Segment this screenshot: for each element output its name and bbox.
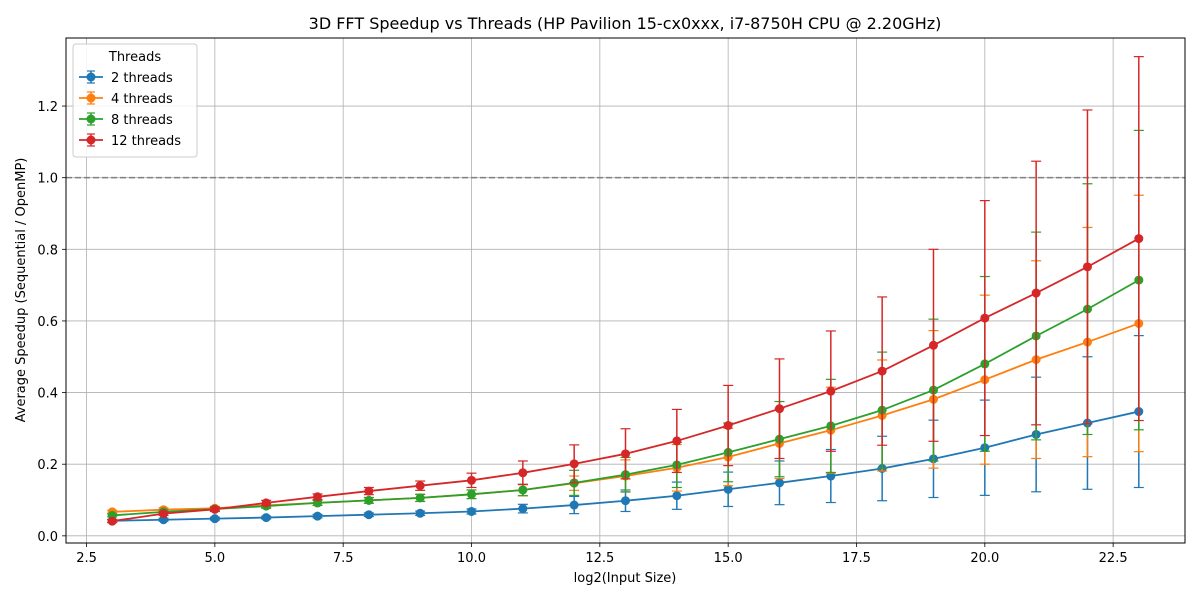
legend-swatch-marker	[86, 114, 96, 124]
x-tick-label: 15.0	[714, 551, 743, 566]
data-point	[980, 313, 990, 323]
x-tick-label: 5.0	[205, 551, 226, 566]
data-point	[723, 421, 733, 431]
data-point	[159, 509, 169, 519]
y-tick-label: 1.0	[37, 172, 58, 187]
legend-box	[72, 43, 198, 158]
x-tick-label: 17.5	[842, 551, 871, 566]
y-tick-label: 1.2	[37, 100, 58, 115]
data-point	[569, 500, 579, 510]
legend-label: 2 threads	[111, 71, 173, 86]
x-tick-label: 10.0	[457, 551, 486, 566]
legend-item: 12 threads	[79, 133, 181, 149]
data-point	[107, 516, 117, 526]
data-point	[467, 506, 477, 516]
y-tick-label: 0.2	[37, 458, 58, 473]
data-point	[467, 475, 477, 485]
legend-item: 2 threads	[79, 70, 173, 86]
data-point	[877, 366, 887, 376]
data-point	[569, 459, 579, 469]
data-point	[723, 484, 733, 494]
data-point	[672, 436, 682, 446]
x-tick-label: 12.5	[585, 551, 614, 566]
data-point	[518, 504, 528, 514]
data-point	[672, 491, 682, 501]
data-point	[467, 489, 477, 499]
grid-layer	[66, 38, 1185, 543]
chart-title: 3D FFT Speedup vs Threads (HP Pavilion 1…	[309, 14, 942, 33]
x-tick-label: 7.5	[333, 551, 354, 566]
legend-swatch-marker	[86, 72, 96, 82]
legend-label: 4 threads	[111, 92, 173, 107]
data-point	[415, 508, 425, 518]
data-point	[1134, 234, 1144, 244]
legend-label: 12 threads	[111, 134, 181, 149]
x-tick-label: 22.5	[1099, 551, 1128, 566]
legend-item: 4 threads	[79, 91, 173, 107]
data-point	[826, 471, 836, 481]
data-point	[415, 493, 425, 503]
data-point	[364, 486, 374, 496]
plot-frame	[65, 37, 1186, 544]
legend-swatch-marker	[86, 93, 96, 103]
y-tick-label: 0.6	[37, 315, 58, 330]
data-point	[364, 510, 374, 520]
legend-swatch-marker	[86, 135, 96, 145]
data-point	[313, 511, 323, 521]
series-4	[107, 56, 1144, 526]
y-axis-label: Average Speedup (Sequential / OpenMP)	[14, 158, 29, 423]
data-point	[621, 449, 630, 459]
data-point	[621, 496, 630, 506]
legend: Threads 2 threads 4 threads 8 threads 12 thr…	[72, 43, 198, 158]
data-point	[518, 485, 528, 495]
x-tick-label: 20.0	[970, 551, 999, 566]
data-point	[210, 514, 220, 524]
ticks-layer: 2.5 5.0 7.5 10.0 12.5 15.0 17.5 20.0 22.5 0.0 0.2 0…	[37, 100, 1127, 566]
data-point	[774, 404, 784, 414]
legend-item: 8 threads	[79, 112, 173, 128]
data-point	[774, 478, 784, 488]
y-tick-label: 0.4	[37, 387, 58, 402]
data-point	[364, 495, 374, 505]
data-point	[1031, 288, 1041, 298]
data-point	[313, 492, 323, 502]
data-point	[261, 513, 271, 523]
legend-label: 8 threads	[111, 113, 173, 128]
legend-title: Threads	[108, 50, 161, 65]
x-tick-label: 2.5	[76, 551, 97, 566]
data-point	[1082, 262, 1092, 272]
data-point	[210, 504, 220, 514]
data-point	[826, 386, 836, 396]
x-axis-label: log2(Input Size)	[574, 571, 677, 586]
y-tick-label: 0.8	[37, 243, 58, 258]
data-point	[518, 468, 528, 478]
series-layer	[107, 56, 1144, 526]
data-point	[415, 481, 425, 491]
data-point	[261, 498, 271, 508]
data-point	[928, 340, 938, 350]
y-tick-label: 0.0	[37, 530, 58, 545]
